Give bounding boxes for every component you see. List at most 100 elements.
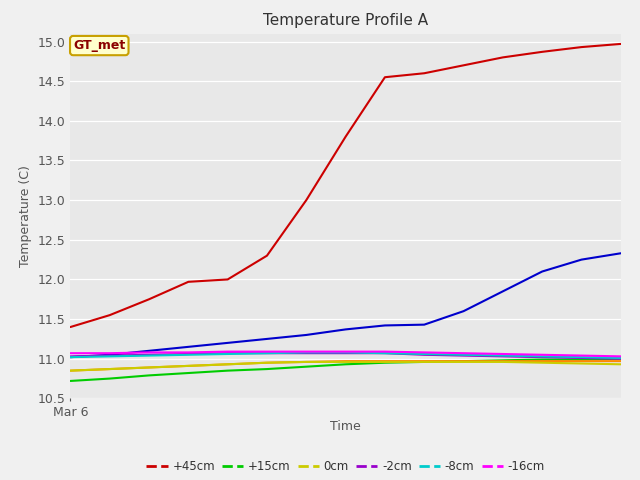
-16cm xyxy=(617,353,625,359)
+15cm xyxy=(67,378,74,384)
-8cm xyxy=(145,353,153,359)
+15cm xyxy=(420,359,428,365)
-16cm xyxy=(67,350,74,356)
Line: +5cm: +5cm xyxy=(70,361,621,371)
+45cm xyxy=(381,74,388,80)
-8cm xyxy=(617,355,625,361)
-16cm xyxy=(499,351,507,357)
-2cm xyxy=(460,353,467,359)
Line: -16cm: -16cm xyxy=(70,352,621,356)
+15cm xyxy=(381,360,388,366)
-16cm xyxy=(460,350,467,356)
-2cm xyxy=(499,353,507,359)
-8cm xyxy=(263,350,271,356)
-8cm xyxy=(460,352,467,358)
-16cm xyxy=(420,349,428,355)
-16cm xyxy=(145,349,153,355)
+45cm xyxy=(578,44,586,50)
0cm xyxy=(460,359,467,365)
Text: GT_met: GT_met xyxy=(73,39,125,52)
+45cm xyxy=(420,71,428,76)
+5cm xyxy=(499,358,507,364)
-16cm xyxy=(263,349,271,355)
Line: -2cm: -2cm xyxy=(70,353,621,359)
-16cm xyxy=(303,349,310,355)
+5cm xyxy=(381,358,388,364)
+30cm xyxy=(184,344,192,350)
-16cm xyxy=(538,352,546,358)
-2cm xyxy=(420,352,428,358)
+15cm xyxy=(303,364,310,370)
+30cm xyxy=(578,257,586,263)
-16cm xyxy=(342,349,349,355)
+15cm xyxy=(499,358,507,363)
+5cm xyxy=(617,358,625,364)
-8cm xyxy=(224,351,232,357)
0cm xyxy=(224,361,232,367)
+45cm xyxy=(617,41,625,47)
+45cm xyxy=(145,296,153,302)
+45cm xyxy=(106,312,113,318)
+30cm xyxy=(67,354,74,360)
+5cm xyxy=(224,361,232,367)
-2cm xyxy=(145,352,153,358)
Line: -8cm: -8cm xyxy=(70,352,621,358)
0cm xyxy=(106,366,113,372)
0cm xyxy=(342,359,349,365)
-8cm xyxy=(303,349,310,355)
0cm xyxy=(303,359,310,365)
0cm xyxy=(499,359,507,365)
+30cm xyxy=(617,251,625,256)
-8cm xyxy=(106,353,113,359)
0cm xyxy=(578,360,586,366)
+30cm xyxy=(342,326,349,332)
+5cm xyxy=(184,363,192,369)
+15cm xyxy=(538,357,546,362)
+5cm xyxy=(420,358,428,364)
-2cm xyxy=(263,350,271,356)
+45cm xyxy=(303,197,310,203)
Legend: +45cm, +30cm, +15cm, +5cm, 0cm, -2cm, -8cm, -16cm: +45cm, +30cm, +15cm, +5cm, 0cm, -2cm, -8… xyxy=(141,456,550,480)
Line: +45cm: +45cm xyxy=(70,44,621,327)
-2cm xyxy=(303,350,310,356)
+15cm xyxy=(224,368,232,373)
+15cm xyxy=(460,358,467,364)
+15cm xyxy=(617,356,625,361)
Line: +30cm: +30cm xyxy=(70,253,621,357)
-8cm xyxy=(499,353,507,359)
X-axis label: Time: Time xyxy=(330,420,361,433)
0cm xyxy=(67,368,74,373)
-16cm xyxy=(224,349,232,355)
+5cm xyxy=(67,368,74,373)
0cm xyxy=(420,359,428,365)
-2cm xyxy=(224,350,232,356)
+5cm xyxy=(263,360,271,366)
-2cm xyxy=(67,353,74,359)
-16cm xyxy=(578,353,586,359)
-2cm xyxy=(106,353,113,359)
+30cm xyxy=(381,323,388,328)
+30cm xyxy=(224,340,232,346)
+15cm xyxy=(342,361,349,367)
0cm xyxy=(145,365,153,371)
-16cm xyxy=(184,349,192,355)
Y-axis label: Temperature (C): Temperature (C) xyxy=(19,165,32,267)
+15cm xyxy=(106,376,113,382)
-2cm xyxy=(617,356,625,361)
+30cm xyxy=(420,322,428,327)
-8cm xyxy=(420,351,428,357)
-8cm xyxy=(184,352,192,358)
+30cm xyxy=(499,288,507,294)
+45cm xyxy=(224,276,232,282)
+5cm xyxy=(303,359,310,365)
Title: Temperature Profile A: Temperature Profile A xyxy=(263,13,428,28)
+45cm xyxy=(184,279,192,285)
+30cm xyxy=(538,269,546,275)
Line: +15cm: +15cm xyxy=(70,359,621,381)
+5cm xyxy=(106,366,113,372)
-2cm xyxy=(184,351,192,357)
-8cm xyxy=(67,354,74,360)
-8cm xyxy=(342,349,349,355)
-2cm xyxy=(381,350,388,356)
+45cm xyxy=(67,324,74,330)
